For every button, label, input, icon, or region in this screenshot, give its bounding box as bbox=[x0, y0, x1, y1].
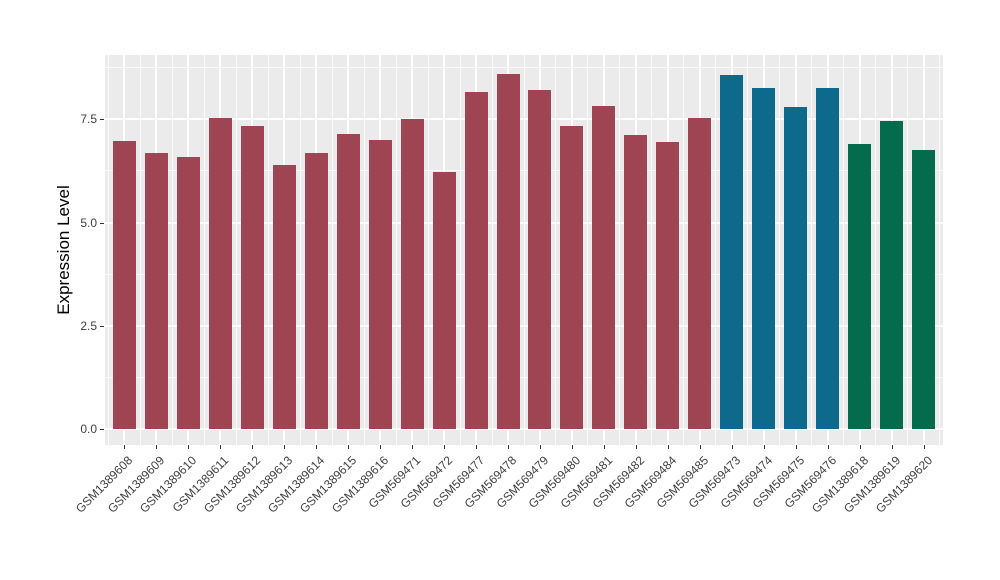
minor-gridline-vertical bbox=[939, 55, 941, 445]
x-axis-tick bbox=[284, 445, 286, 449]
x-axis-tick bbox=[571, 445, 573, 449]
minor-gridline-vertical bbox=[907, 55, 909, 445]
bar-GSM1389614 bbox=[304, 153, 328, 429]
bar-GSM569476 bbox=[816, 88, 840, 429]
bar-GSM1389612 bbox=[240, 125, 264, 429]
x-axis-tick bbox=[603, 445, 605, 449]
x-axis-tick bbox=[348, 445, 350, 449]
major-gridline-horizontal bbox=[105, 221, 943, 224]
minor-gridline-vertical bbox=[107, 55, 109, 445]
bar-GSM569481 bbox=[592, 106, 616, 429]
bar-GSM569475 bbox=[784, 107, 808, 429]
bar-GSM569473 bbox=[720, 75, 744, 429]
y-axis-tick bbox=[100, 428, 104, 430]
bar-GSM1389611 bbox=[208, 117, 232, 429]
x-axis-tick bbox=[539, 445, 541, 449]
y-axis-tick bbox=[100, 222, 104, 224]
major-gridline-horizontal bbox=[105, 324, 943, 327]
x-axis-tick bbox=[891, 445, 893, 449]
y-axis-tick-label: 2.5 bbox=[80, 318, 97, 333]
minor-gridline-vertical bbox=[331, 55, 333, 445]
minor-gridline-vertical bbox=[235, 55, 237, 445]
minor-gridline-vertical bbox=[811, 55, 813, 445]
bar-GSM1389613 bbox=[272, 165, 296, 429]
x-axis-tick bbox=[252, 445, 254, 449]
minor-gridline-vertical bbox=[683, 55, 685, 445]
bar-GSM569472 bbox=[432, 172, 456, 429]
minor-gridline-vertical bbox=[427, 55, 429, 445]
bar-GSM569480 bbox=[560, 125, 584, 429]
y-axis-tick-label: 5.0 bbox=[80, 215, 97, 230]
minor-gridline-vertical bbox=[523, 55, 525, 445]
x-axis-tick bbox=[508, 445, 509, 449]
bar-GSM569482 bbox=[624, 134, 648, 429]
minor-gridline-vertical bbox=[203, 55, 205, 445]
bar-GSM569474 bbox=[752, 88, 776, 429]
minor-gridline-vertical bbox=[587, 55, 589, 445]
minor-gridline-vertical bbox=[363, 55, 365, 445]
plot-panel bbox=[105, 55, 943, 445]
bar-GSM1389610 bbox=[176, 156, 200, 429]
x-axis-tick bbox=[827, 445, 829, 449]
minor-gridline-horizontal bbox=[105, 170, 943, 172]
bar-GSM1389619 bbox=[880, 121, 904, 429]
bar-GSM1389609 bbox=[144, 152, 168, 429]
x-axis-tick bbox=[444, 445, 446, 449]
bar-GSM1389620 bbox=[912, 149, 936, 429]
x-axis-tick bbox=[156, 445, 158, 449]
y-axis-title: Expression Level bbox=[54, 185, 73, 315]
minor-gridline-vertical bbox=[875, 55, 877, 445]
y-axis-tick bbox=[100, 325, 104, 327]
minor-gridline-vertical bbox=[715, 55, 717, 445]
y-axis-tick-label: 7.5 bbox=[80, 112, 97, 127]
bar-GSM1389618 bbox=[848, 144, 872, 429]
x-axis-tick bbox=[380, 445, 382, 449]
major-gridline-horizontal bbox=[105, 118, 943, 121]
minor-gridline-horizontal bbox=[105, 67, 943, 69]
x-axis-tick bbox=[923, 445, 925, 449]
minor-gridline-vertical bbox=[139, 55, 141, 445]
x-axis-tick bbox=[795, 445, 797, 449]
bar-GSM569485 bbox=[688, 118, 712, 429]
minor-gridline-vertical bbox=[395, 55, 397, 445]
x-axis-tick bbox=[635, 445, 637, 449]
bar-GSM1389608 bbox=[112, 141, 136, 429]
minor-gridline-vertical bbox=[171, 55, 173, 445]
minor-gridline-vertical bbox=[747, 55, 749, 445]
minor-gridline-vertical bbox=[555, 55, 557, 445]
bar-GSM1389615 bbox=[336, 133, 360, 429]
x-axis-tick bbox=[859, 445, 861, 449]
x-axis-tick bbox=[220, 445, 222, 449]
y-axis-tick-label: 0.0 bbox=[80, 421, 97, 436]
minor-gridline-horizontal bbox=[105, 376, 943, 378]
y-axis-tick bbox=[100, 119, 104, 121]
minor-gridline-vertical bbox=[299, 55, 301, 445]
minor-gridline-vertical bbox=[267, 55, 269, 445]
bar-GSM569477 bbox=[464, 92, 488, 429]
minor-gridline-vertical bbox=[619, 55, 621, 445]
x-axis-tick bbox=[699, 445, 701, 449]
x-axis-tick bbox=[316, 445, 318, 449]
minor-gridline-vertical bbox=[843, 55, 845, 445]
bar-GSM569479 bbox=[528, 90, 552, 429]
bar-GSM569471 bbox=[400, 119, 424, 429]
x-axis-tick bbox=[412, 445, 414, 449]
minor-gridline-vertical bbox=[491, 55, 493, 445]
minor-gridline-horizontal bbox=[105, 273, 943, 275]
major-gridline-horizontal bbox=[105, 427, 943, 430]
minor-gridline-vertical bbox=[651, 55, 653, 445]
x-axis-tick bbox=[188, 445, 190, 449]
x-axis-tick bbox=[667, 445, 669, 449]
minor-gridline-vertical bbox=[459, 55, 461, 445]
x-axis-tick bbox=[731, 445, 733, 449]
x-axis-tick bbox=[476, 445, 478, 449]
bar-GSM569478 bbox=[496, 73, 520, 429]
minor-gridline-vertical bbox=[779, 55, 781, 445]
x-axis-tick bbox=[124, 445, 126, 449]
bar-GSM569484 bbox=[656, 142, 680, 429]
bar-GSM1389616 bbox=[368, 139, 392, 429]
x-axis-tick bbox=[763, 445, 765, 449]
